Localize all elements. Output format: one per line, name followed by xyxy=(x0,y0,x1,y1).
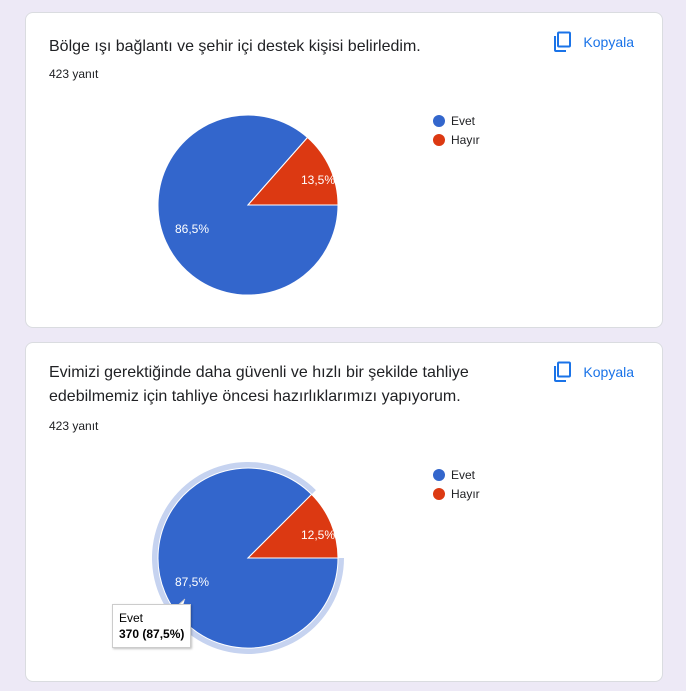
question-card-1: Bölge ışı bağlantı ve şehir içi destek k… xyxy=(25,12,663,328)
copy-icon xyxy=(554,31,572,52)
slice-label-evet: 87,5% xyxy=(175,575,209,589)
tooltip-value: 370 (87,5%) xyxy=(119,627,185,641)
legend-dot-icon xyxy=(433,114,445,127)
legend-dot-icon xyxy=(433,487,445,500)
pie-chart[interactable]: 12,5% 87,5% xyxy=(145,458,351,664)
legend-item-hayir[interactable]: Hayır xyxy=(433,130,480,149)
question-title: Evimizi gerektiğinde daha güvenli ve hız… xyxy=(49,364,469,405)
slice-label-hayir: 13,5% xyxy=(301,173,335,187)
copy-label: Kopyala xyxy=(583,34,634,50)
chart-legend: Evet Hayır xyxy=(433,465,480,503)
question-title: Bölge ışı bağlantı ve şehir içi destek k… xyxy=(49,38,421,55)
legend-dot-icon xyxy=(433,133,445,146)
copy-icon xyxy=(554,361,572,382)
legend-dot-icon xyxy=(433,468,445,481)
pie-chart[interactable]: 13,5% 86,5% xyxy=(155,112,341,298)
response-count: 423 yanıt xyxy=(49,419,99,433)
legend-item-evet[interactable]: Evet xyxy=(433,111,480,130)
copy-button[interactable]: Kopyala xyxy=(553,31,634,53)
tooltip-label: Evet xyxy=(119,611,144,625)
legend-item-evet[interactable]: Evet xyxy=(433,465,480,484)
copy-button[interactable]: Kopyala xyxy=(553,361,634,383)
slice-label-hayir: 12,5% xyxy=(301,528,335,542)
question-card-2: Evimizi gerektiğinde daha güvenli ve hız… xyxy=(25,342,663,682)
legend-item-hayir[interactable]: Hayır xyxy=(433,484,480,503)
pie-slice-hayir[interactable] xyxy=(246,493,339,559)
slice-label-evet: 86,5% xyxy=(175,222,209,236)
chart-legend: Evet Hayır xyxy=(433,111,480,149)
pie-slice-hayir[interactable] xyxy=(246,136,339,206)
copy-label: Kopyala xyxy=(583,364,634,380)
response-count: 423 yanıt xyxy=(49,67,99,81)
chart-tooltip: Evet 370 (87,5%) xyxy=(112,604,192,648)
